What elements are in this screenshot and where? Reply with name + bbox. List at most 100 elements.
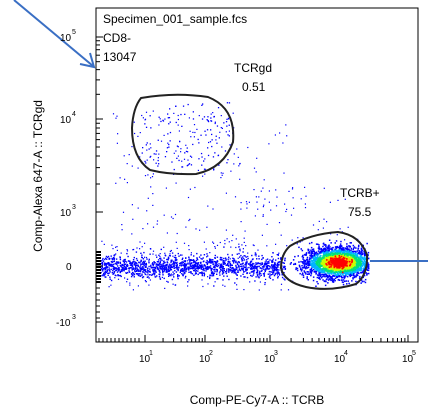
event-dot [320, 269, 323, 272]
event-dot [251, 271, 253, 273]
event-dot [110, 284, 112, 286]
event-dot [167, 268, 169, 270]
event-dot [202, 269, 204, 271]
event-dot [325, 255, 328, 257]
event-dot [284, 203, 286, 205]
event-dot [260, 270, 263, 272]
event-dot [313, 250, 315, 252]
gate-tcrb-plus[interactable] [279, 230, 369, 290]
y-tick-exponent: 4 [72, 111, 76, 118]
event-dot [174, 254, 177, 257]
event-dot [342, 252, 345, 255]
event-dot [130, 275, 133, 278]
event-dot [190, 254, 192, 256]
event-dot [191, 156, 193, 158]
event-dot [225, 271, 227, 273]
event-dot [315, 259, 317, 262]
event-dot [360, 255, 362, 258]
event-dot [310, 260, 313, 262]
event-dot [135, 251, 138, 253]
event-dot [360, 261, 362, 264]
event-dot [243, 259, 246, 261]
event-dot [299, 268, 302, 271]
event-dot [348, 253, 351, 256]
event-dot [352, 244, 355, 247]
event-dot [354, 253, 357, 255]
event-dot [201, 258, 203, 260]
event-dot [152, 264, 154, 267]
event-dot [359, 269, 361, 272]
event-dot [368, 267, 370, 270]
event-dot [111, 261, 113, 264]
event-dot [238, 261, 240, 263]
event-dot [279, 274, 281, 276]
event-dot [144, 268, 146, 271]
event-dot [176, 247, 178, 249]
event-dot [353, 246, 356, 248]
event-dot [367, 251, 370, 254]
event-dot [351, 254, 353, 256]
event-dot [258, 196, 260, 198]
event-dot [154, 262, 156, 264]
event-dot [213, 116, 215, 118]
event-dot [113, 272, 115, 274]
event-dot [149, 271, 151, 273]
event-dot [241, 260, 243, 262]
event-dot [226, 162, 228, 164]
event-dot [174, 261, 176, 264]
event-dot [336, 250, 338, 252]
event-dot [335, 259, 338, 261]
event-dot [325, 253, 328, 255]
event-dot [334, 277, 337, 279]
event-dot [192, 118, 195, 120]
event-dot [308, 260, 311, 263]
event-dot [101, 275, 103, 277]
event-dot [272, 261, 274, 263]
event-dot [341, 276, 344, 279]
event-dot [135, 270, 137, 272]
event-dot [182, 269, 184, 271]
event-dot [346, 249, 349, 252]
event-dot [244, 266, 246, 269]
event-dot [336, 260, 338, 263]
event-dot [126, 163, 128, 165]
event-dot [232, 234, 234, 236]
event-dot [314, 252, 316, 254]
event-dot [184, 267, 186, 269]
event-dot [312, 266, 315, 268]
event-dot [176, 268, 178, 270]
event-dot [273, 270, 275, 272]
event-dot [144, 263, 146, 265]
event-dot [330, 266, 332, 268]
event-dot [274, 272, 276, 274]
event-dot [298, 264, 301, 267]
event-dot [285, 210, 287, 213]
event-dot [237, 269, 239, 272]
event-dot [363, 258, 365, 260]
event-dot [344, 262, 347, 264]
event-dot [251, 268, 253, 270]
event-dot [339, 262, 341, 264]
event-dot [348, 271, 350, 273]
event-dot [172, 271, 174, 273]
event-dot [238, 243, 240, 245]
event-dot [330, 261, 332, 264]
event-dot [147, 223, 149, 225]
event-dot [305, 267, 307, 269]
event-dot [260, 273, 262, 275]
event-dot [356, 254, 358, 257]
gate-tcrgd[interactable] [130, 93, 235, 176]
event-dot [234, 271, 236, 274]
event-dot [208, 258, 211, 260]
event-dot [142, 262, 144, 264]
event-dot [131, 269, 133, 271]
event-dot [122, 269, 124, 271]
event-dot [295, 268, 297, 271]
event-dot [317, 264, 319, 267]
event-dot [233, 270, 236, 272]
event-dot [324, 267, 326, 270]
event-dot [131, 265, 134, 267]
event-dot [322, 253, 325, 256]
event-dot [149, 268, 151, 270]
event-dot [191, 265, 193, 268]
